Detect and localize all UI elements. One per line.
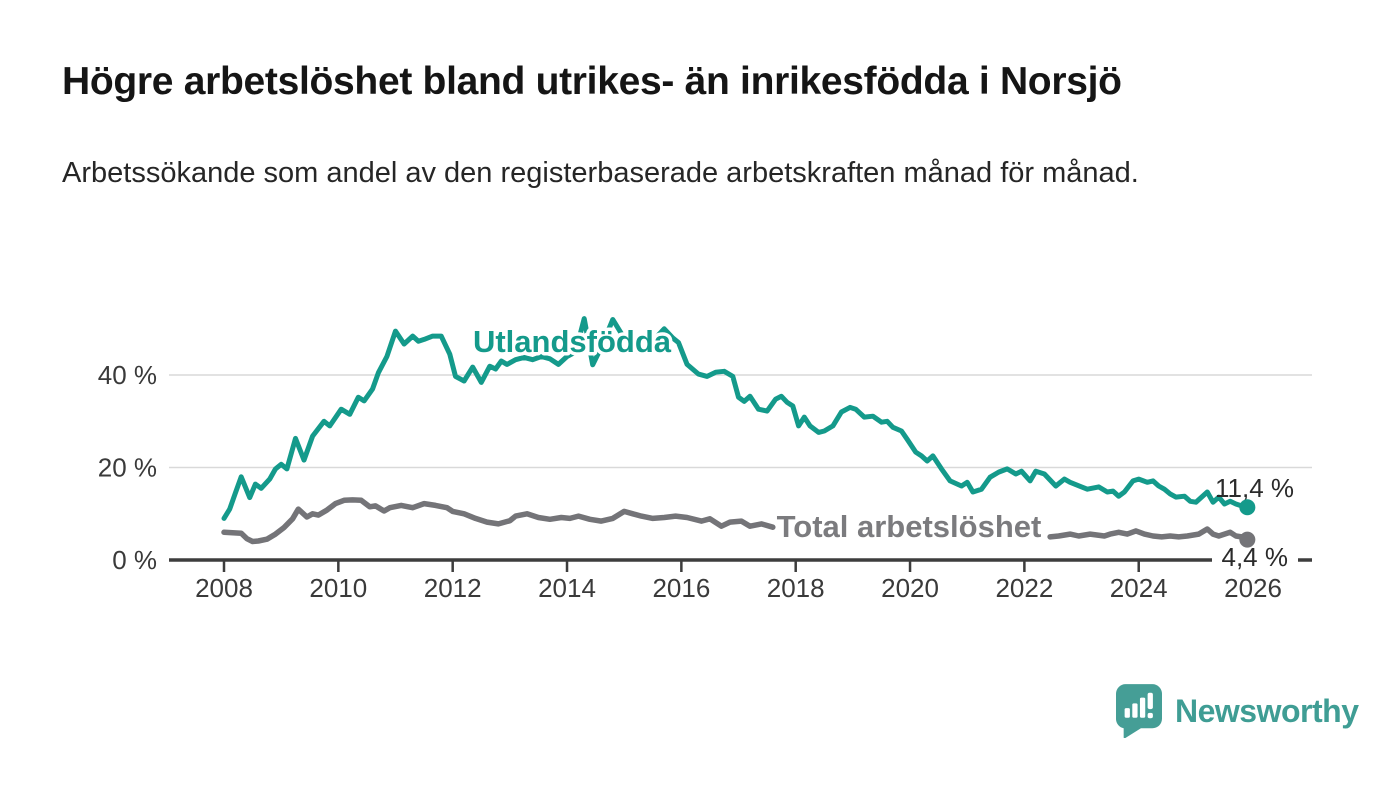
latest-dot-total [1239, 531, 1256, 548]
x-tick-label: 2016 [652, 573, 710, 603]
y-tick-label: 0 % [112, 545, 157, 575]
x-tick-label: 2020 [881, 573, 939, 603]
latest-dot-utlandsfodda [1239, 499, 1256, 516]
gridlines [169, 374, 1312, 469]
series-label-utlandsfodda: Utlandsfödda [473, 324, 672, 359]
x-tick-label: 2014 [538, 573, 596, 603]
x-tick-label: 2026 [1224, 573, 1282, 603]
line-series [221, 316, 1251, 545]
line-total-arbetsloshet [1047, 526, 1251, 543]
x-tick-label: 2018 [767, 573, 825, 603]
y-tick-label: 20 % [98, 453, 157, 483]
x-axis [169, 558, 1312, 572]
latest-value-dots [1239, 499, 1256, 548]
x-tick-label: 2022 [995, 573, 1053, 603]
y-tick-label: 40 % [98, 360, 157, 390]
line-total-arbetsloshet [221, 497, 776, 545]
bar-chart-speech-bubble-icon [1116, 684, 1162, 738]
logo-wordmark: Newsworthy [1175, 692, 1359, 729]
chart-subtitle: Arbetssökande som andel av den registerb… [62, 157, 1139, 189]
end-label-background [1212, 546, 1298, 573]
end-value-label-utlandsfodda: 11,4 % [1215, 473, 1294, 503]
x-tick-label: 2024 [1110, 573, 1168, 603]
series-label-total-arbetsloshet: Total arbetslöshet [777, 509, 1042, 544]
x-tick-label: 2010 [309, 573, 367, 603]
end-value-label-total: 4,4 % [1222, 542, 1289, 572]
line-utlandsfodda [221, 316, 1250, 521]
x-tick-label: 2012 [424, 573, 482, 603]
page-title: Högre arbetslöshet bland utrikes- än inr… [62, 60, 1122, 103]
newsworthy-logo: Newsworthy [1116, 684, 1359, 738]
axis-tick-labels: 0 % 20 % 40 % 2008 2010 2012 2014 2016 2018 2020 2… [98, 360, 1282, 603]
x-tick-label: 2008 [195, 573, 253, 603]
